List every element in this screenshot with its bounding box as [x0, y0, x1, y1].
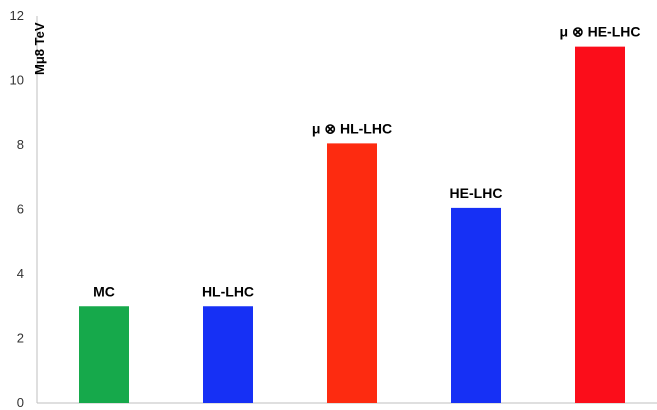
- bar: [575, 46, 625, 403]
- y-tick-label: 8: [17, 137, 24, 152]
- y-axis-ticks: 0 2 4 6 8 10 12: [10, 8, 24, 410]
- y-axis-label: Mμ8 TeV: [32, 22, 47, 75]
- bar: [327, 143, 377, 403]
- y-tick-label: 0: [17, 395, 24, 410]
- bar-category-label: μ ⊗ HL-LHC: [312, 120, 392, 136]
- y-tick-label: 2: [17, 331, 24, 346]
- bar-category-label: HE-LHC: [450, 185, 503, 201]
- y-tick-label: 10: [10, 73, 24, 88]
- bar-category-label: MC: [93, 283, 115, 299]
- y-tick-label: 4: [17, 266, 24, 281]
- bar: [203, 306, 253, 403]
- y-tick-label: 6: [17, 202, 24, 217]
- bar: [451, 207, 501, 403]
- bar-category-label: HL-LHC: [202, 283, 254, 299]
- y-tick-label: 12: [10, 8, 24, 23]
- bar: [79, 306, 129, 403]
- bar-category-label: μ ⊗ HE-LHC: [560, 24, 641, 40]
- data-labels: MC HL-LHC μ ⊗ HL-LHC HE-LHC μ ⊗ HE-LHC: [93, 24, 640, 300]
- bars: [79, 46, 625, 403]
